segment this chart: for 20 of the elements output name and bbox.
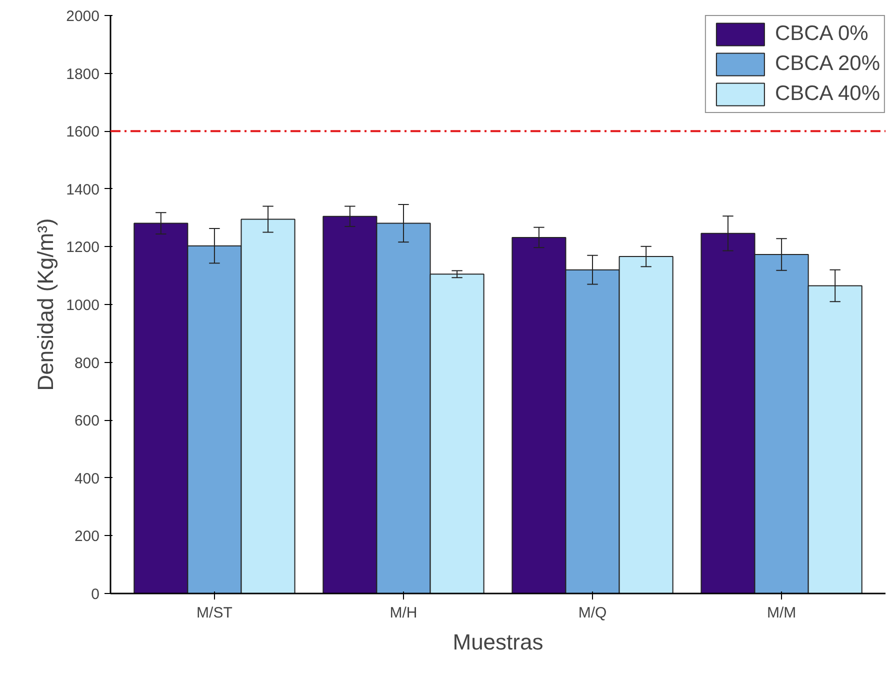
y-axis-title: Densidad (Kg/m³) [33, 218, 58, 391]
y-tick-label: 1800 [66, 66, 100, 83]
legend-label: CBCA 40% [774, 82, 880, 106]
y-tick-label: 200 [74, 528, 100, 546]
x-tick-label: M/Q [578, 604, 607, 622]
legend-label: CBCA 0% [774, 22, 868, 46]
x-tick-label: M/M [766, 604, 796, 622]
y-tick-label: 0 [91, 586, 100, 603]
y-tick-label: 1200 [66, 239, 100, 256]
y-tick-label: 1400 [66, 181, 100, 198]
y-tick-label: 1000 [66, 297, 100, 314]
x-axis-title: Muestras [452, 630, 544, 654]
y-tick-label: 400 [74, 470, 100, 488]
legend-label: CBCA 20% [774, 52, 880, 76]
y-tick-label: 2000 [66, 8, 100, 25]
y-tick-label: 1600 [66, 124, 100, 141]
x-tick-label: M/H [390, 604, 418, 622]
y-tick-label: 800 [74, 354, 100, 372]
y-tick-label: 600 [74, 412, 100, 430]
x-tick-label: M/ST [196, 604, 232, 622]
